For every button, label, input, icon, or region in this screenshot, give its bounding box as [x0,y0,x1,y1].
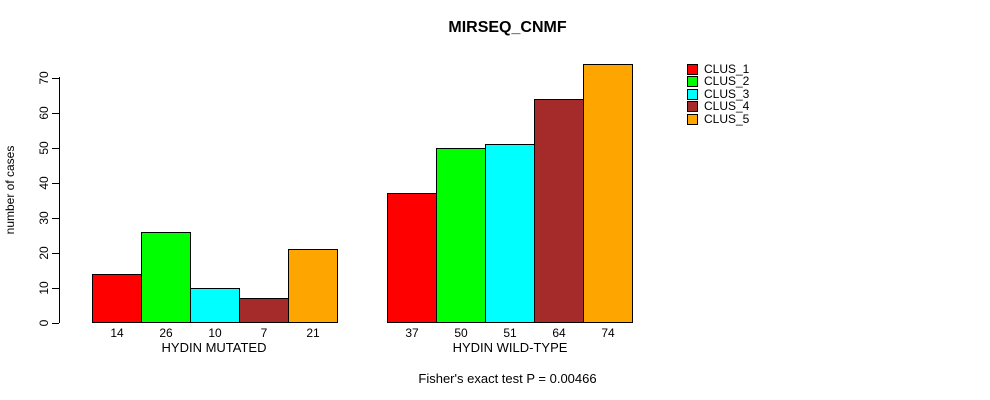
legend-swatch-icon [687,88,698,100]
y-axis-tick-label: 0 [37,319,51,326]
bar-clus_5-group2 [583,64,633,323]
legend-swatch-icon [687,76,698,88]
legend-label: CLUS_5 [704,111,750,126]
legend-item-clus_5: CLUS_5 [687,113,749,126]
bar-clus_4-group1 [239,298,289,323]
bar-clus_3-group2 [485,144,535,323]
x-group-label-hydin-wild-type: HYDIN WILD-TYPE [452,340,568,355]
y-axis-tick-label: 40 [37,175,51,190]
bar-value-label: 14 [110,326,124,340]
bar-clus_4-group2 [534,99,584,323]
fisher-test-caption: Fisher's exact test P = 0.00466 [418,371,597,386]
chart-title: MIRSEQ_CNMF [448,19,567,36]
bar-value-label: 26 [159,326,173,340]
legend-label: CLUS_4 [704,99,750,114]
legend-swatch-icon [687,63,698,75]
legend-item-clus_1: CLUS_1 [687,63,749,76]
legend-label: CLUS_2 [704,74,750,89]
legend-item-clus_3: CLUS_3 [687,88,749,101]
bar-value-label: 50 [454,326,468,340]
bar-clus_2-group1 [141,232,191,323]
bar-value-label: 21 [306,326,320,340]
bar-clus_2-group2 [436,148,486,323]
legend-label: CLUS_3 [704,86,750,101]
y-axis-title: number of cases [3,145,17,235]
y-axis-tick [52,147,59,149]
bar-clus_1-group2 [387,193,437,323]
bar-value-label: 7 [260,326,268,340]
x-group-label-hydin-mutated: HYDIN MUTATED [161,340,267,355]
legend-item-clus_4: CLUS_4 [687,99,750,114]
y-axis-tick-label: 70 [37,70,51,85]
legend-swatch-icon [687,101,698,113]
bar-clus_5-group1 [288,249,338,323]
y-axis-tick-label: 50 [37,140,51,155]
bar-value-label: 51 [503,326,517,340]
y-axis-tick [52,287,59,289]
legend-swatch-icon [687,113,698,125]
legend-item-clus_2: CLUS_2 [687,74,750,89]
y-axis-tick [52,182,59,184]
y-axis-tick [52,252,59,254]
y-axis-tick [52,112,59,114]
y-axis-line [59,77,60,323]
bar-clus_1-group1 [92,274,142,323]
bar-value-label: 37 [405,326,419,340]
y-axis-tick-label: 20 [37,245,51,260]
bar-clus_3-group1 [190,288,240,323]
legend-label: CLUS_1 [704,61,750,76]
y-axis-tick-label: 30 [37,210,51,225]
y-axis-tick [52,322,59,324]
y-axis-tick-label: 60 [37,105,51,120]
y-axis-tick-label: 10 [37,280,51,295]
legend: CLUS_1 CLUS_2 CLUS_3 CLUS_4 CLUS_5 [687,63,749,126]
y-axis-tick [52,77,59,79]
bar-value-label: 10 [208,326,222,340]
bar-value-label: 74 [601,326,615,340]
bar-value-label: 64 [552,326,566,340]
y-axis-tick [52,217,59,219]
